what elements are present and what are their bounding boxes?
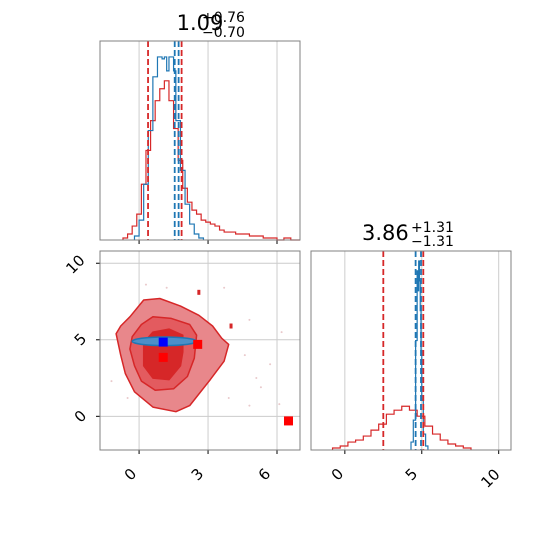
y-tick-label-0: 0 <box>71 407 90 426</box>
joint-scatter-point-0 <box>248 404 251 407</box>
x2-tick-label-5: 5 <box>402 465 421 484</box>
x-tick-label-0: 0 <box>121 465 140 484</box>
title-x2-value: 3.86 <box>362 221 409 245</box>
joint-outlier-point-1 <box>229 323 233 329</box>
joint-scatter-point-7 <box>144 283 147 286</box>
title-x1-minus: −0.70 <box>202 25 245 41</box>
x-tick-label-3: 3 <box>188 465 207 484</box>
joint-scatter-point-2 <box>278 403 281 406</box>
y-tick-label-10: 10 <box>62 251 88 277</box>
title-x2-plus: +1.31 <box>411 220 454 236</box>
marginal-x2-frame <box>310 250 512 451</box>
joint-scatter-point-13 <box>255 377 258 380</box>
joint-scatter-point-3 <box>269 363 272 366</box>
joint-scatter-point-5 <box>280 331 283 334</box>
marginal-x2-background <box>311 251 511 450</box>
x-tick-label-6: 6 <box>255 465 274 484</box>
joint-marker-1 <box>158 352 168 362</box>
joint-scatter-point-4 <box>243 354 246 357</box>
title-x1: 1.09 <box>177 11 224 35</box>
joint-scatter-point-6 <box>165 286 168 289</box>
title-x2-minus: −1.31 <box>411 234 454 250</box>
marginal-x1-hist-0 <box>122 80 300 241</box>
joint-scatter-point-9 <box>223 286 226 289</box>
joint-outlier-point-0 <box>197 289 201 295</box>
title-x1-value: 1.09 <box>177 11 224 35</box>
marginal-x1-frame <box>99 40 301 241</box>
joint-y-tick-labels: 0 5 10 <box>62 251 90 426</box>
joint-marker-3 <box>284 416 294 426</box>
joint-scatter-point-1 <box>259 386 262 389</box>
joint-scatter-point-12 <box>126 396 129 399</box>
joint-marker-0 <box>158 337 168 347</box>
joint-scatter-point-10 <box>227 396 230 399</box>
marginal-x2-tick-labels: 0 5 10 <box>328 465 504 492</box>
joint-scatter-point-8 <box>110 380 113 383</box>
x2-tick-label-10: 10 <box>477 465 503 491</box>
marginal-x1-hist-1 <box>133 56 205 240</box>
joint-marker-2 <box>193 339 203 349</box>
marginal-x2-hist-0 <box>331 405 472 450</box>
title-x1-plus: +0.76 <box>202 10 245 26</box>
joint-scatter-point-11 <box>248 318 251 321</box>
joint-frame <box>99 250 301 451</box>
joint-x-tick-labels: 0 3 6 <box>121 465 274 484</box>
y-tick-label-5: 5 <box>71 330 90 349</box>
x2-tick-label-0: 0 <box>328 465 347 484</box>
marginal-x1-background <box>100 41 300 240</box>
